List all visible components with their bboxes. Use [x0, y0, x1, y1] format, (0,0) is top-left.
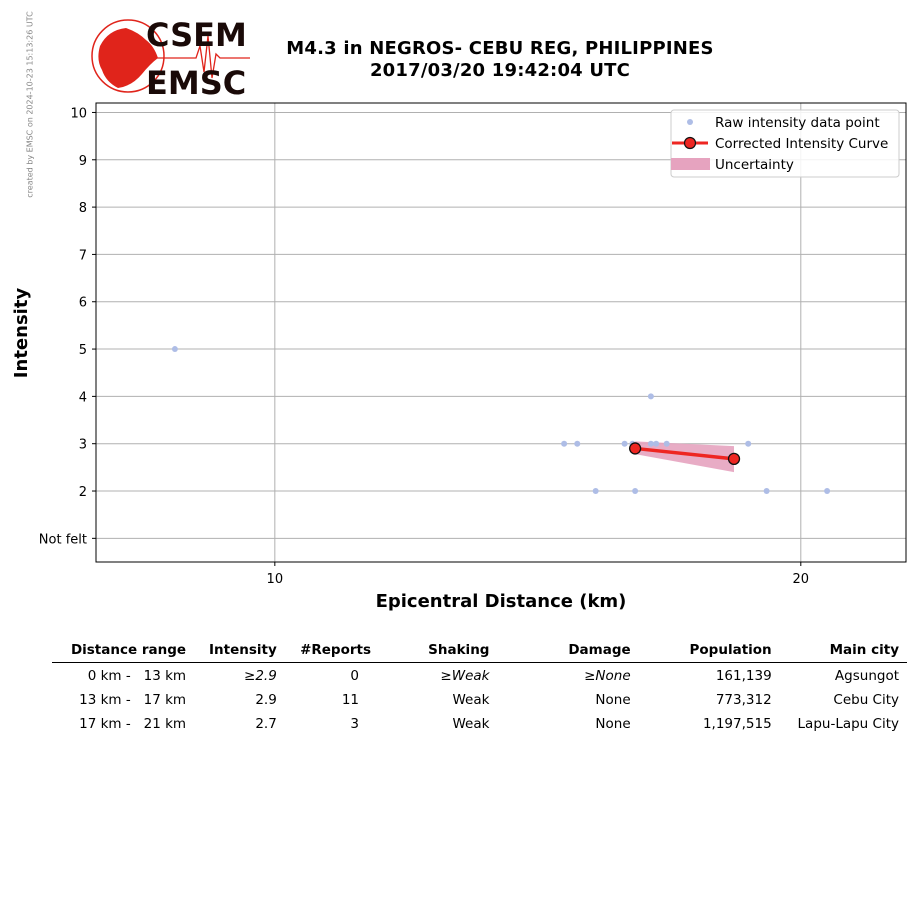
- raw-intensity-point: [592, 488, 599, 495]
- axis-ticks: Not felt 2 3 4 5 6 7 8 9 10 10 20: [39, 106, 809, 587]
- header-main-city: Main city: [779, 640, 907, 663]
- cell-city: Lapu-Lapu City: [797, 716, 899, 732]
- logo-seismogram: [148, 35, 250, 79]
- cell-shaking: ≥Weak: [440, 668, 490, 684]
- y-tick-label: 2: [79, 485, 87, 500]
- y-tick-label: 9: [79, 154, 87, 169]
- table-row: 13 km - 17 km 2.9 11 Weak None 773,312 C…: [52, 687, 907, 711]
- emsc-logo: CSEM EMSC: [91, 16, 250, 100]
- x-axis-label: Epicentral Distance (km): [376, 591, 627, 612]
- cell-city: Agsungot: [834, 668, 899, 684]
- raw-intensity-point: [632, 488, 639, 495]
- corrected-curve-marker: [628, 442, 642, 455]
- cell-shaking: Weak: [452, 716, 490, 732]
- raw-intensity-point: [824, 488, 831, 495]
- logo-map-shape: [98, 28, 158, 88]
- table-row: 0 km - 13 km ≥2.9 0 ≥Weak ≥None 161,139 …: [52, 663, 907, 688]
- raw-intensity-point: [763, 488, 770, 495]
- cell-range: 13 km - 17 km: [79, 692, 187, 708]
- uncertainty-band: [635, 441, 735, 473]
- cell-reports: 11: [341, 692, 360, 708]
- cell-population: 161,139: [715, 668, 772, 684]
- cell-range: 0 km - 13 km: [87, 668, 187, 684]
- raw-intensity-point: [171, 346, 178, 353]
- cell-population: 1,197,515: [702, 716, 772, 732]
- x-tick-label: 10: [267, 572, 284, 587]
- cell-damage: None: [595, 692, 631, 708]
- chart-title-datetime: 2017/03/20 19:42:04 UTC: [369, 60, 631, 81]
- raw-intensity-point: [653, 440, 660, 447]
- raw-points-group: [171, 346, 831, 495]
- legend-band-swatch: [671, 158, 710, 170]
- cell-reports: 0: [350, 668, 360, 684]
- y-tick-label: 4: [79, 390, 87, 405]
- raw-intensity-point: [647, 440, 654, 447]
- y-tick-label: 8: [79, 201, 87, 216]
- header-intensity: Intensity: [194, 640, 285, 663]
- legend-raw-label: Raw intensity data point: [715, 115, 880, 131]
- logo-text-emsc: EMSC: [146, 64, 246, 100]
- raw-intensity-point: [647, 393, 654, 400]
- cell-intensity: 2.9: [255, 692, 277, 708]
- header-distance-range: Distance range: [52, 640, 195, 663]
- legend-band-label: Uncertainty: [715, 157, 794, 173]
- corrected-curve-line: [634, 446, 735, 461]
- y-tick-label: 3: [79, 438, 87, 453]
- y-tick-label: 10: [70, 106, 87, 121]
- y-tick-label: Not felt: [39, 532, 87, 547]
- y-tick-label: 7: [79, 248, 87, 263]
- legend-curve-label: Corrected Intensity Curve: [715, 136, 888, 152]
- legend: Raw intensity data point Corrected Inten…: [670, 109, 900, 178]
- legend-curve-marker: [683, 136, 697, 150]
- raw-intensity-point: [663, 440, 670, 447]
- cell-intensity: ≥2.9: [244, 668, 277, 684]
- header-population: Population: [638, 640, 780, 663]
- raw-intensity-point: [621, 440, 628, 447]
- raw-intensity-point: [574, 440, 581, 447]
- chart-title-event: M4.3 in NEGROS- CEBU REG, PHILIPPINES: [286, 38, 714, 59]
- cell-city: Cebu City: [833, 692, 899, 708]
- cell-intensity: 2.7: [255, 716, 277, 732]
- header-reports: #Reports: [284, 640, 380, 663]
- logo-globe: [91, 19, 165, 93]
- uncertainty-band-group: [635, 441, 735, 473]
- logo-text-csem: CSEM: [146, 16, 247, 54]
- intensity-chart: Not felt 2 3 4 5 6 7 8 9 10 10 20 Epicentral Distan…: [11, 102, 907, 612]
- cell-population: 773,312: [715, 692, 772, 708]
- raw-intensity-point: [561, 440, 568, 447]
- plot-frame: [95, 102, 907, 563]
- y-axis-label: Intensity: [11, 288, 32, 379]
- y-tick-label: 5: [79, 343, 87, 358]
- cell-damage: ≥None: [584, 668, 631, 684]
- cell-damage: None: [595, 716, 631, 732]
- legend-box: [670, 109, 900, 178]
- y-tick-label: 6: [79, 296, 87, 311]
- table-header-row: Distance range Intensity #Reports Shakin…: [52, 640, 907, 663]
- header-damage: Damage: [497, 640, 639, 663]
- raw-intensity-point: [745, 440, 752, 447]
- table-row: 17 km - 21 km 2.7 3 Weak None 1,197,515 …: [52, 711, 907, 735]
- header-shaking: Shaking: [379, 640, 498, 663]
- cell-shaking: Weak: [452, 692, 490, 708]
- x-tick-label: 20: [793, 572, 810, 587]
- cell-range: 17 km - 21 km: [79, 716, 187, 732]
- legend-raw-marker: [687, 119, 693, 125]
- corrected-curve-group: [628, 442, 741, 465]
- cell-reports: 3: [350, 716, 360, 732]
- intensity-report-table: Distance range Intensity #Reports Shakin…: [52, 640, 907, 735]
- corrected-curve-marker: [727, 452, 741, 465]
